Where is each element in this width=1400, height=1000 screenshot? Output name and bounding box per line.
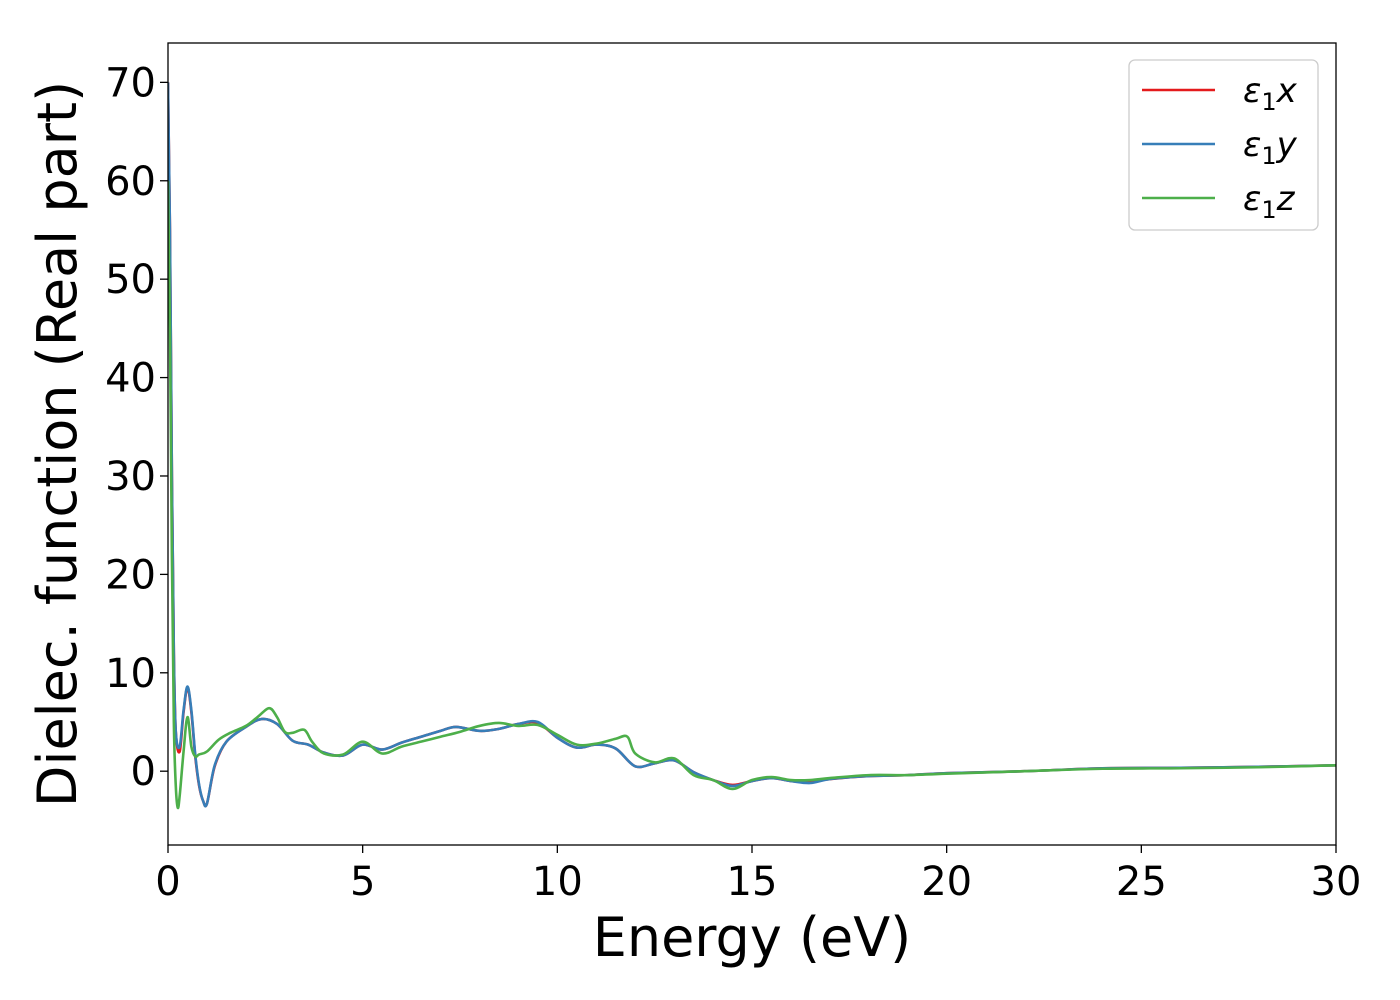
legend-label-component: z [1276,179,1296,219]
y-tick-label: 40 [105,356,156,402]
y-axis-label: Dielec. function (Real part) [26,81,89,807]
legend-label-component: x [1276,71,1298,111]
x-tick-label: 10 [532,859,583,905]
series-line-z [168,180,1336,810]
y-tick-label: 70 [105,60,156,106]
x-tick-label: 15 [727,859,778,905]
legend-label-subscript: 1 [1261,88,1276,116]
y-tick-label: 10 [105,651,156,697]
y-tick-label: 0 [131,749,156,795]
legend-label-component: y [1276,125,1298,165]
legend-label-subscript: 1 [1261,196,1276,224]
y-tick-label: 20 [105,552,156,598]
legend-label-base: ε [1243,179,1261,219]
series-line-y [168,82,1336,808]
series-layer [168,82,1336,810]
legend-label-z: ε1z [1243,179,1296,224]
legend-label-x: ε1x [1243,71,1298,116]
x-axis-ticks: 0 5 10 15 20 25 30 [155,845,1361,905]
legend-label-y: ε1y [1243,125,1298,170]
x-tick-label: 20 [921,859,972,905]
legend-box [1128,59,1319,231]
x-axis-label: Energy (eV) [593,906,912,969]
y-tick-label: 60 [105,159,156,205]
x-tick-label: 30 [1311,859,1362,905]
y-tick-label: 30 [105,454,156,500]
y-axis-ticks: 0 10 20 30 40 50 60 70 [105,60,168,795]
legend-label-base: ε [1243,71,1261,111]
x-tick-label: 0 [155,859,180,905]
y-tick-label: 50 [105,257,156,303]
legend-label-subscript: 1 [1261,142,1276,170]
x-tick-label: 25 [1116,859,1167,905]
legend-label-base: ε [1243,125,1261,165]
x-tick-label: 5 [350,859,375,905]
